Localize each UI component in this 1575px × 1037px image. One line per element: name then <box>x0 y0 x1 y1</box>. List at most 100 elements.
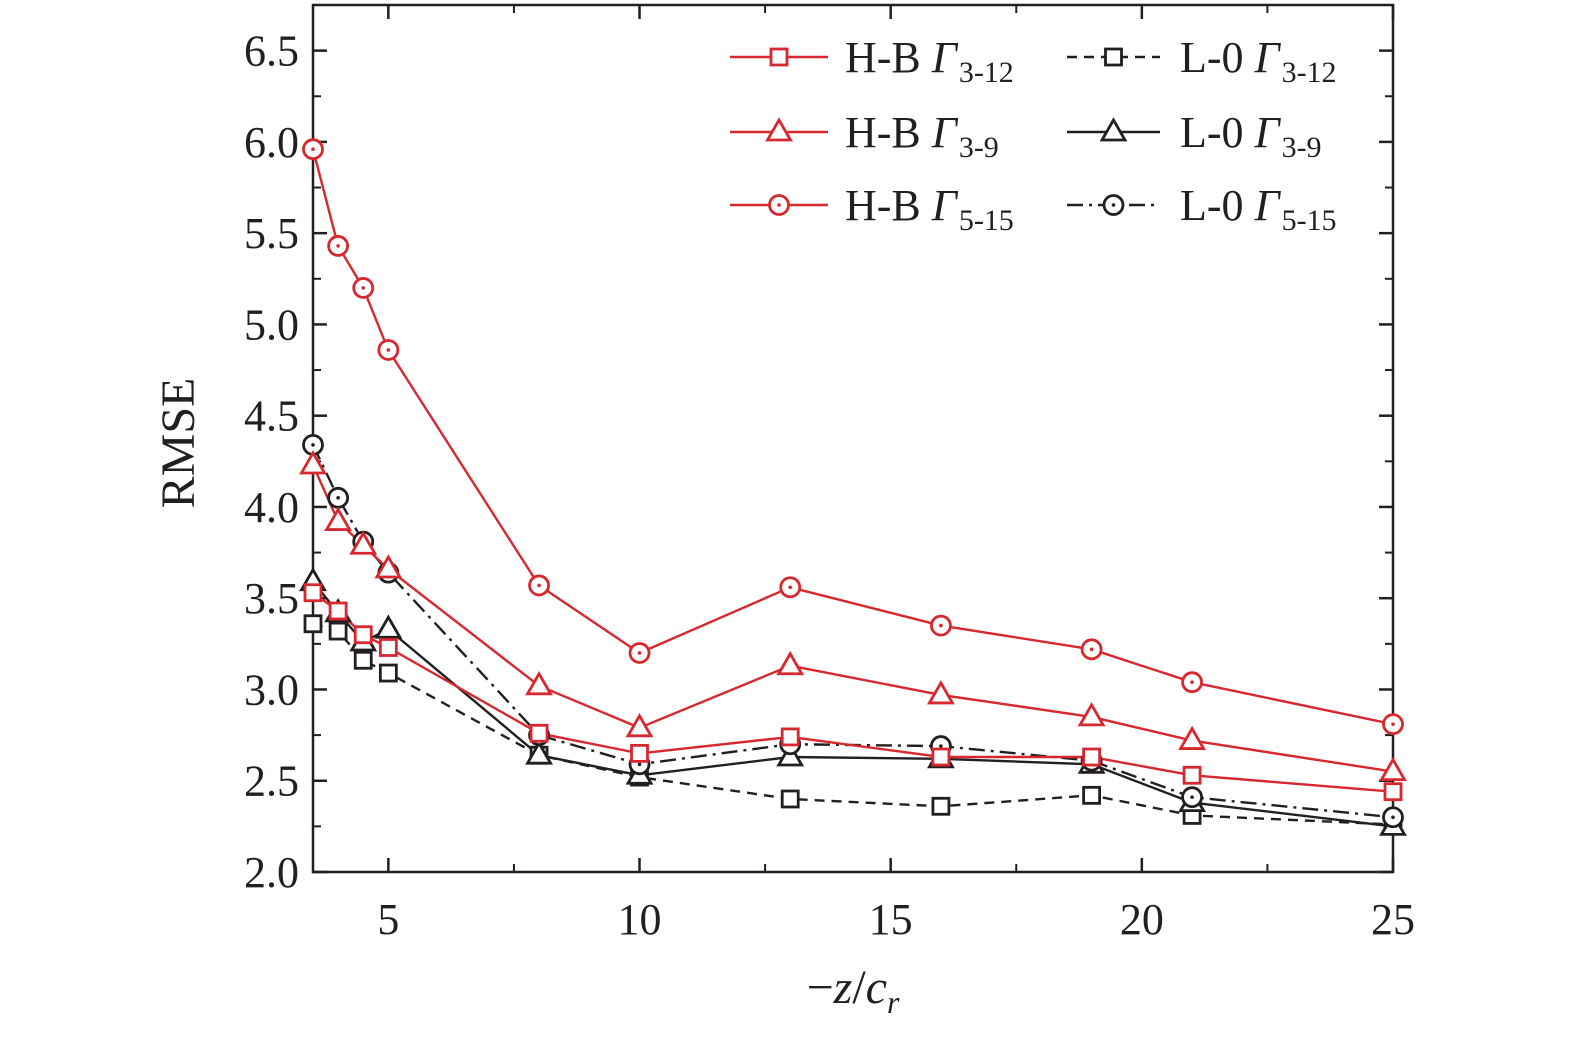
y-tick-label: 2.0 <box>244 848 299 897</box>
y-tick-label: 6.0 <box>244 118 299 167</box>
legend-label: H-B Γ5-15 <box>845 181 1014 237</box>
x-axis-title-sub: r <box>887 984 900 1020</box>
series-3-point <box>931 796 951 816</box>
series-5-point <box>1382 806 1404 829</box>
series-line-4 <box>312 581 1394 828</box>
series-5-point <box>327 486 350 509</box>
legend-entry-4: L-0 Γ3-9 <box>1067 108 1322 164</box>
y-tick-label: 5.0 <box>244 300 299 349</box>
x-tick-label: 20 <box>1120 895 1164 944</box>
series-0-point <box>630 743 649 763</box>
series-5-point-dot <box>336 496 340 500</box>
series-1-point <box>1379 756 1407 782</box>
series-2-point <box>1181 671 1203 694</box>
legend-entry-5: L-0 Γ5-15 <box>1067 181 1337 237</box>
legend-label: L-0 Γ5-15 <box>1180 181 1337 237</box>
series-0-point <box>1182 765 1202 785</box>
y-tick-label: 3.0 <box>244 665 299 714</box>
series-2-point-dot <box>1391 722 1395 726</box>
series-2-point-dot <box>939 623 943 628</box>
legend-entry-0: H-B Γ3-12 <box>730 33 1014 89</box>
series-1-point <box>625 712 654 738</box>
series-2-point-dot <box>386 348 391 352</box>
series-3-point <box>378 663 398 683</box>
series-line-2 <box>311 148 1394 726</box>
legend-marker <box>1102 194 1125 216</box>
y-tick-label: 5.5 <box>244 209 299 258</box>
series-1-point <box>1178 725 1206 750</box>
legend-label: L-0 Γ3-12 <box>1180 33 1337 89</box>
series-0-point <box>780 727 800 747</box>
legend-entry-3: L-0 Γ3-12 <box>1067 33 1337 89</box>
x-axis-title-c: c <box>866 961 887 1014</box>
series-line-0 <box>312 591 1394 793</box>
series-line-1 <box>311 464 1394 773</box>
series-5-point-dot <box>637 762 642 767</box>
legend-marker <box>769 47 789 67</box>
series-3-point <box>353 650 373 670</box>
legend-marker <box>1099 117 1128 142</box>
series-2-point <box>352 277 375 299</box>
series-5-point-dot <box>1190 795 1194 799</box>
legend-label: L-0 Γ3-9 <box>1180 108 1322 164</box>
series-0-point <box>931 747 951 767</box>
series-3-point <box>303 614 323 634</box>
legend-marker <box>1104 47 1123 67</box>
x-axis-title: −z/cr <box>807 961 900 1020</box>
x-axis-title-minus: − <box>807 961 834 1014</box>
series-5-point <box>1181 786 1203 809</box>
series-2-point <box>779 576 802 599</box>
x-tick-label: 15 <box>869 895 913 944</box>
series-2-point <box>628 642 651 664</box>
legend-entry-1: H-B Γ3-9 <box>730 108 999 164</box>
y-tick-label: 3.5 <box>244 574 299 623</box>
series-2-point <box>1080 638 1103 661</box>
legend-label: H-B Γ3-12 <box>845 33 1014 89</box>
series-0-point <box>529 723 549 743</box>
series-line-5 <box>311 444 1394 819</box>
series-0-point <box>353 625 373 645</box>
series-2-point <box>1382 713 1404 736</box>
x-tick-label: 5 <box>377 895 399 944</box>
series-2-point-dot <box>637 651 642 655</box>
series-5-point-dot <box>311 443 315 447</box>
series-1-point <box>324 506 353 531</box>
series-4-point <box>374 614 403 639</box>
tick-labels: 2.0 2.5 3.0 3.5 4.0 4.5 5.0 5.5 6.0 6.5 5 10 15 20 25 <box>244 27 1415 944</box>
series-5-point-dot <box>1391 815 1395 820</box>
series-1-point <box>926 680 955 705</box>
series-lines <box>311 148 1394 828</box>
series-2-point-dot <box>537 583 541 588</box>
series-2-point-dot <box>1190 680 1194 684</box>
series-2-point-dot <box>311 147 315 151</box>
series-3-point <box>780 789 800 809</box>
series-0-point <box>1383 782 1403 802</box>
legend-entry-2: H-B Γ5-15 <box>730 181 1014 237</box>
series-2-point-dot <box>336 244 340 248</box>
series-line-3 <box>312 622 1394 826</box>
series-3-point <box>328 621 348 641</box>
y-tick-label: 2.5 <box>244 757 299 806</box>
series-0-point <box>378 638 398 657</box>
series-1-point <box>374 554 403 579</box>
series-0-point <box>303 583 323 603</box>
series-2-point-dot <box>788 585 793 590</box>
series-2-point-dot <box>1089 647 1094 652</box>
series-2-point <box>302 138 324 161</box>
series-1-point <box>525 671 553 696</box>
series-0-point <box>328 601 348 621</box>
series-2-point <box>377 339 400 361</box>
legend-marker <box>765 117 793 142</box>
y-axis-title: RMSE <box>152 378 205 509</box>
legend-label: H-B Γ3-9 <box>845 108 999 164</box>
legend-marker-dot <box>777 203 781 207</box>
y-tick-label: 4.5 <box>244 392 299 441</box>
y-tick-label: 4.0 <box>244 483 299 532</box>
series-3-point <box>1082 785 1102 805</box>
legend-marker-dot <box>1111 203 1116 207</box>
x-axis-title-slash: / <box>852 961 866 1014</box>
series-markers <box>299 138 1407 836</box>
series-4-point <box>525 740 553 765</box>
series-1-point <box>349 530 378 555</box>
